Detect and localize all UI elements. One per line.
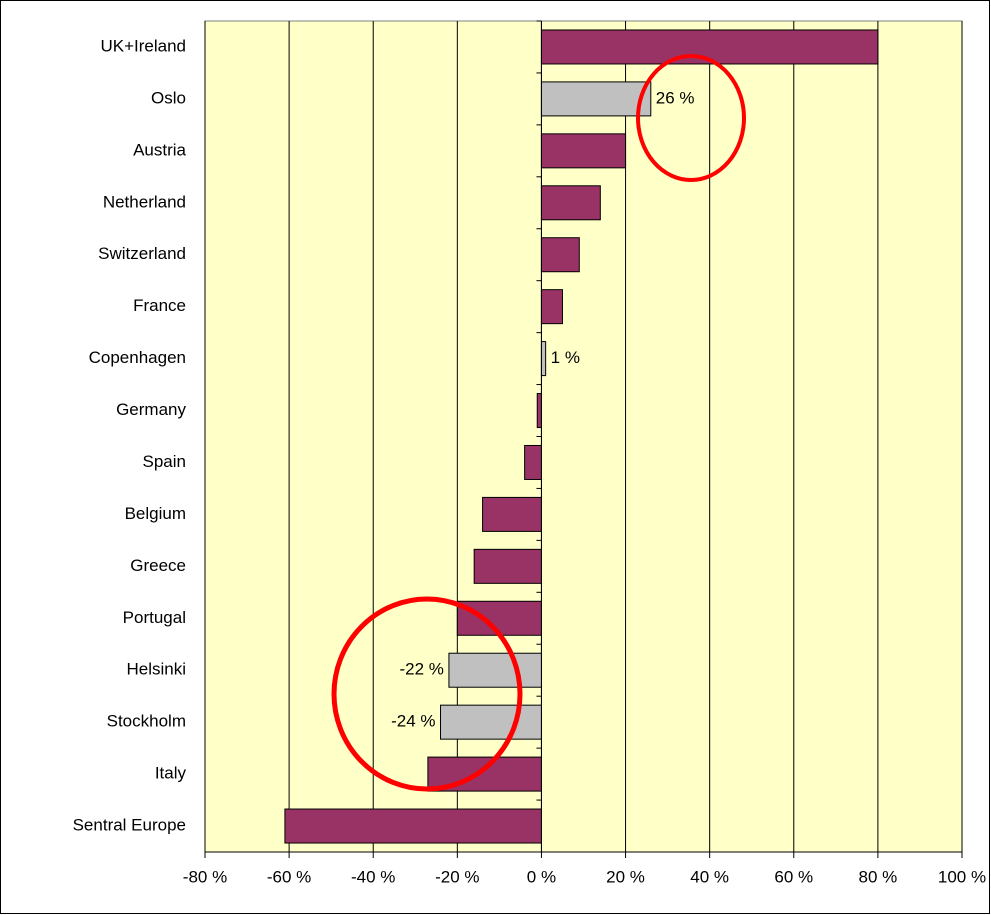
y-tick-label: Greece	[130, 556, 186, 575]
bar	[473, 548, 542, 584]
x-tick-label: -40 %	[351, 867, 395, 886]
y-tick-label: Copenhagen	[89, 348, 186, 367]
x-tick-label: 40 %	[690, 867, 729, 886]
bar	[482, 496, 542, 532]
y-tick-label: Portugal	[123, 608, 186, 627]
y-tick-label: Germany	[116, 400, 186, 419]
y-tick-label: UK+Ireland	[100, 36, 186, 55]
plot: -80 % -60 % -40 % -20 % 0 % 20 % 40 % 60 % 80 % 1…	[73, 20, 986, 886]
y-tick-label: Netherland	[103, 192, 186, 211]
y-tick-label: Austria	[133, 140, 186, 159]
y-tick-label: Oslo	[151, 88, 186, 107]
x-tick-label: 20 %	[606, 867, 645, 886]
bar	[540, 341, 547, 377]
highlight-circle	[636, 54, 746, 182]
x-tick-label: -20 %	[435, 867, 479, 886]
x-tick-label: 80 %	[859, 867, 898, 886]
data-label: -22 %	[400, 660, 444, 679]
y-tick-label: Belgium	[125, 504, 186, 523]
bar	[540, 237, 580, 273]
x-tick-label: -80 %	[183, 867, 227, 886]
bar	[540, 81, 652, 117]
x-tick-label: 60 %	[774, 867, 813, 886]
data-label: 26 %	[656, 88, 695, 107]
bar	[284, 808, 542, 844]
bar	[540, 185, 601, 221]
y-tick-label: Sentral Europe	[73, 816, 186, 835]
x-tick-label: 100 %	[938, 867, 986, 886]
x-tick-label: -60 %	[267, 867, 311, 886]
y-tick-label: Stockholm	[107, 712, 186, 731]
bar	[440, 704, 542, 740]
bar	[540, 289, 563, 325]
y-tick-label: Helsinki	[126, 660, 186, 679]
bar	[540, 133, 627, 169]
bar	[536, 393, 542, 429]
bar	[448, 652, 542, 688]
highlight-circle	[331, 596, 523, 792]
data-label: -24 %	[391, 712, 435, 731]
bar	[524, 444, 542, 480]
bar	[456, 600, 542, 636]
y-tick-label: France	[133, 296, 186, 315]
data-label: 1 %	[551, 348, 580, 367]
y-tick-label: Spain	[143, 452, 186, 471]
y-tick-label: Italy	[155, 764, 187, 783]
y-tick-label: Switzerland	[98, 244, 186, 263]
x-tick-label: 0 %	[527, 867, 556, 886]
